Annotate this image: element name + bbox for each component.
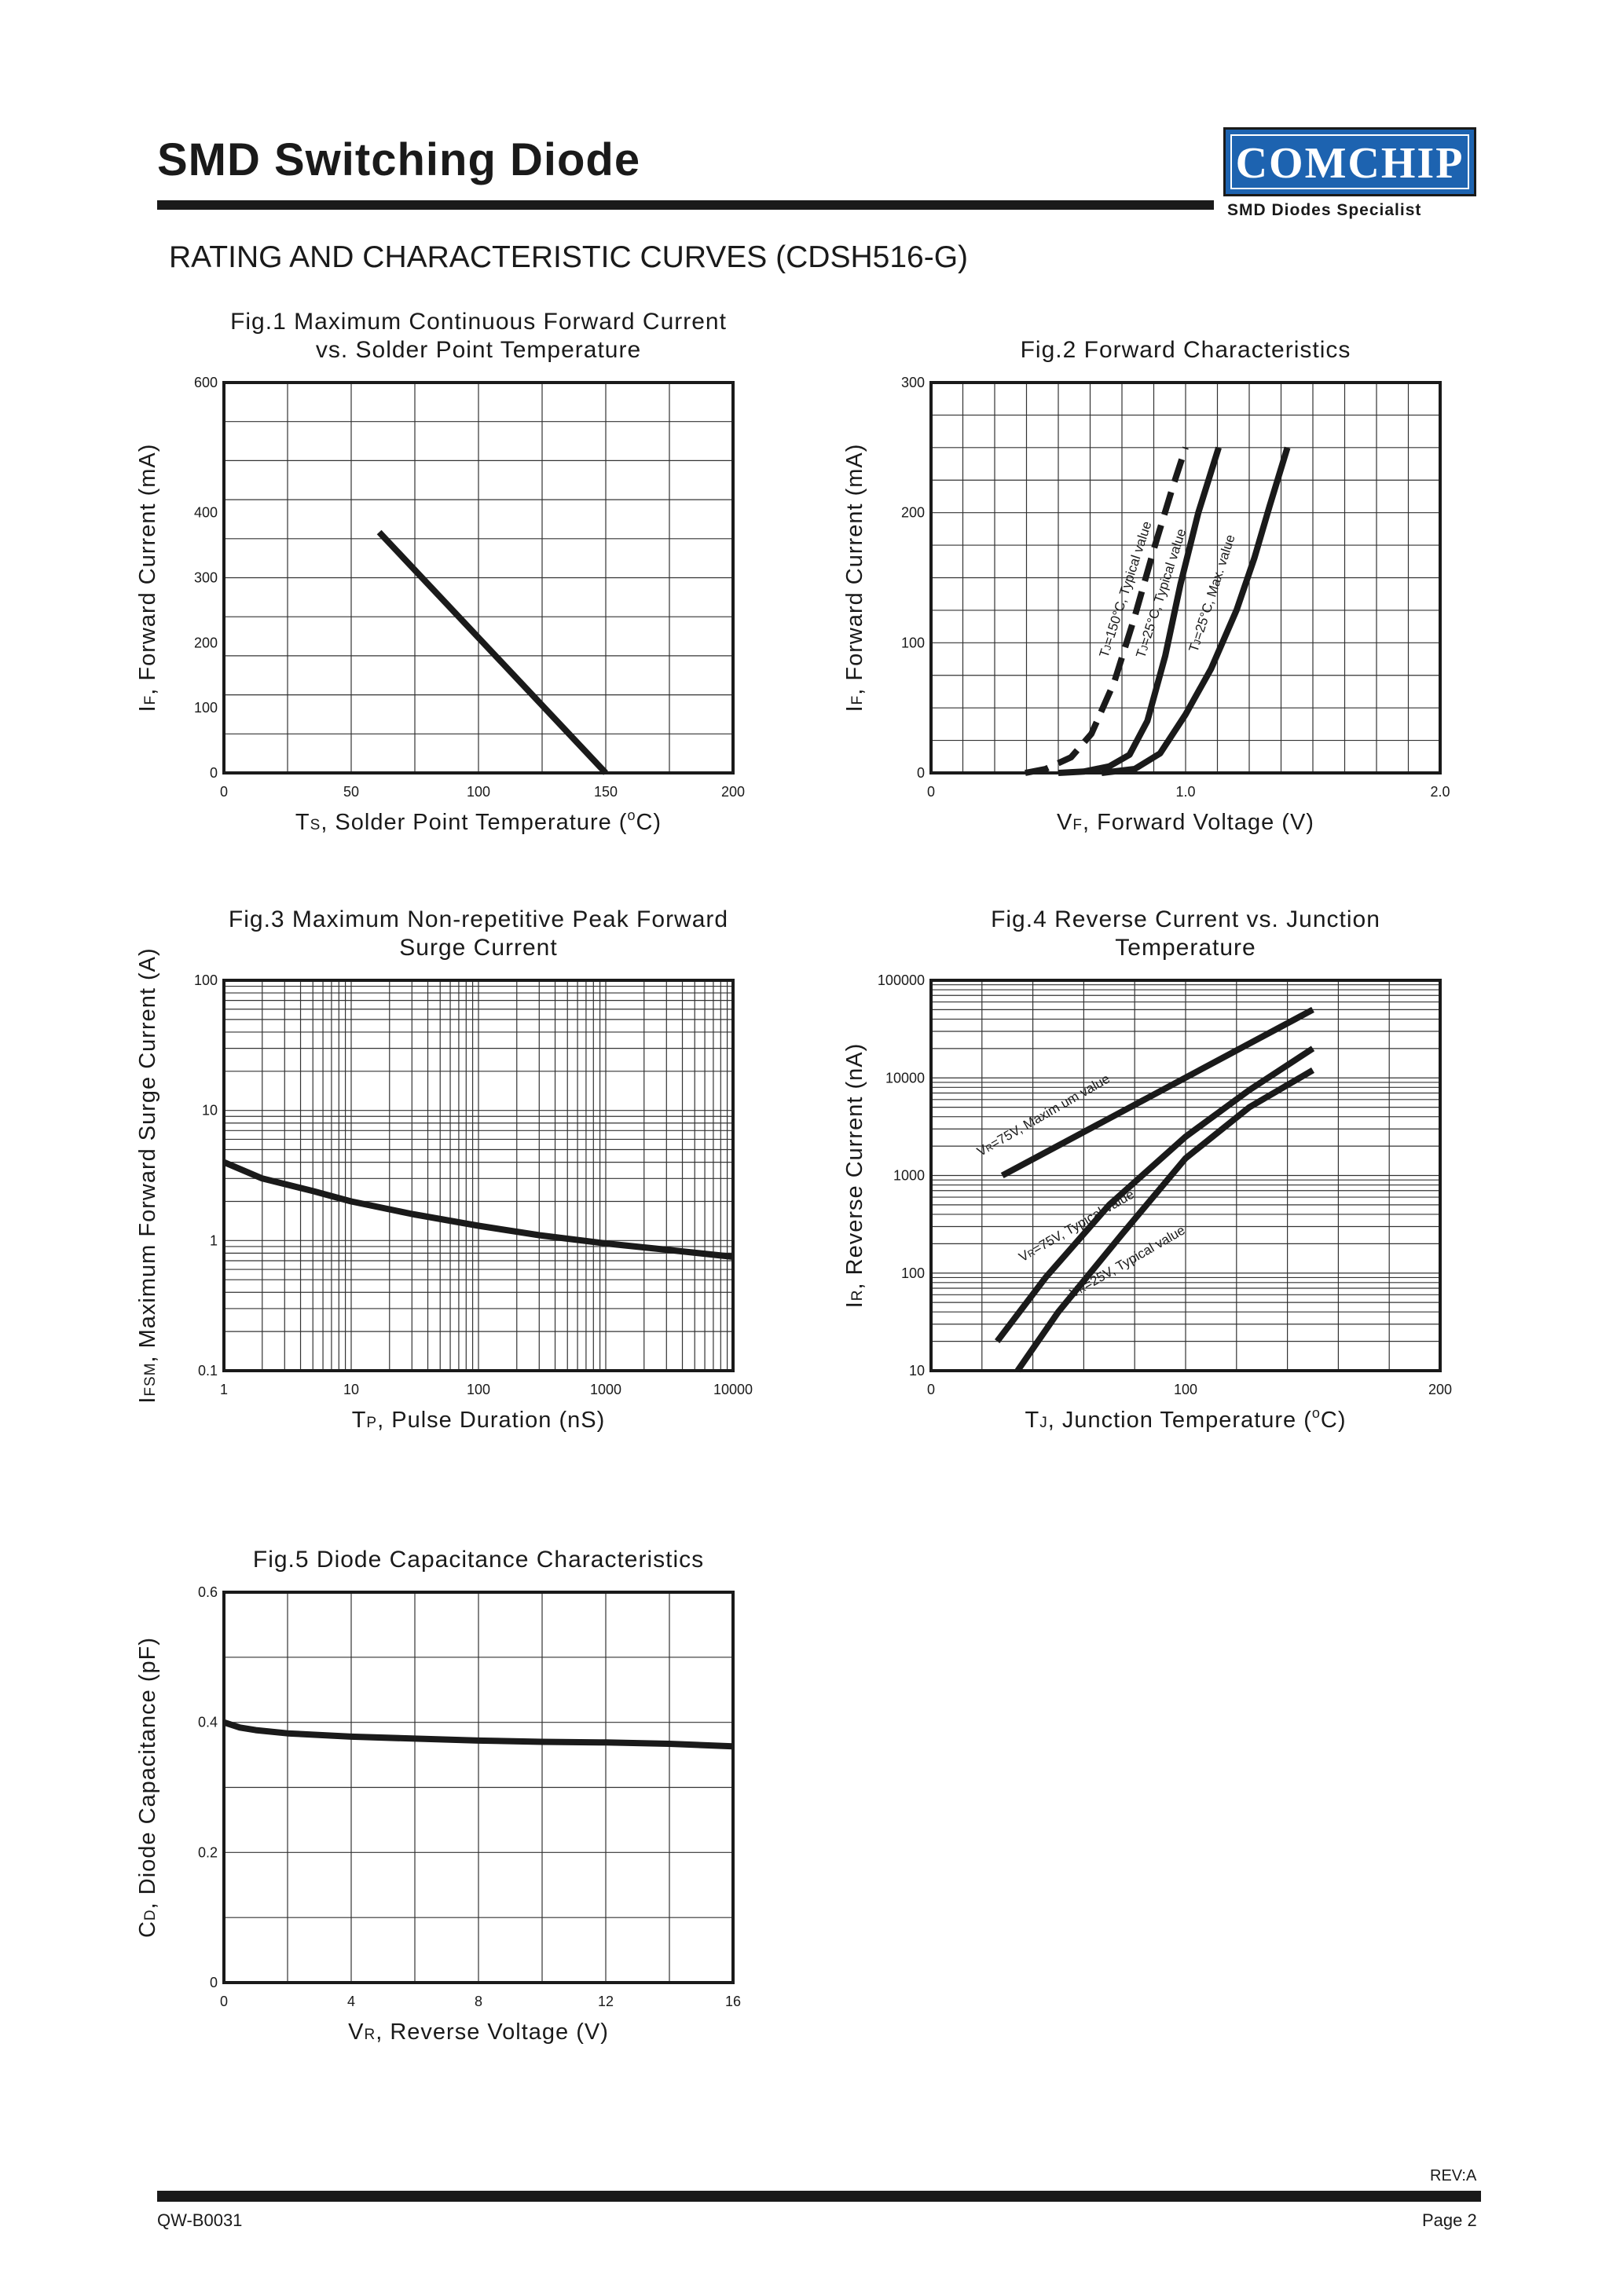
x-tick-label: 0 xyxy=(927,1382,935,1397)
chart-title: Surge Current xyxy=(399,935,557,961)
series-line xyxy=(222,1719,734,1750)
fig2-chart: 0 1.0 2.0 0 100 200 300 Fig.2 Forward Character… xyxy=(842,337,1450,835)
x-tick-label: 2.0 xyxy=(1430,784,1450,800)
y-axis-label: IF, Forward Current (mA) xyxy=(842,444,867,712)
y-tick-label: 100000 xyxy=(878,972,925,988)
x-tick-label: 4 xyxy=(347,1994,355,2009)
series-line xyxy=(376,529,608,775)
document-title: SMD Switching Diode xyxy=(157,134,641,185)
series-line xyxy=(222,1159,734,1260)
x-tick-label: 200 xyxy=(1428,1382,1452,1397)
fig4-chart: 0 100 200 10 100 1000 10000 100000 Fig.4 Reverse… xyxy=(842,906,1452,1433)
x-tick-label: 1.0 xyxy=(1175,784,1195,800)
y-tick-label: 0 xyxy=(210,765,218,781)
series-line xyxy=(1000,1006,1314,1179)
x-tick-label: 1 xyxy=(220,1382,228,1397)
comchip-logo: COMCHIP xyxy=(1223,127,1476,196)
fig3-grid xyxy=(223,980,733,1371)
logo-text: COMCHIP xyxy=(1230,134,1469,189)
x-tick-label: 100 xyxy=(1174,1382,1197,1397)
x-tick-label: 16 xyxy=(725,1994,741,2009)
series-line xyxy=(1025,446,1189,776)
series-label: VR=75V, Typical value xyxy=(1017,1187,1137,1265)
x-tick-label: 10 xyxy=(343,1382,359,1397)
fig4-frame xyxy=(929,979,1442,1372)
y-tick-label: 0.2 xyxy=(198,1844,218,1860)
chart-title: Fig.1 Maximum Continuous Forward Current xyxy=(230,309,727,335)
revision-label: REV:A xyxy=(1430,2167,1477,2184)
x-tick-label: 10000 xyxy=(713,1382,753,1397)
y-tick-label: 100 xyxy=(901,1265,925,1281)
x-tick-label: 100 xyxy=(467,784,490,800)
chart-title: Temperature xyxy=(1115,935,1256,961)
y-tick-label: 1 xyxy=(210,1232,218,1248)
section-heading: RATING AND CHARACTERISTIC CURVES (CDSH51… xyxy=(169,240,969,274)
logo-tagline: SMD Diodes Specialist xyxy=(1227,201,1422,219)
x-axis-label: VR, Reverse Voltage (V) xyxy=(348,2020,609,2045)
document-code: QW-B0031 xyxy=(157,2210,243,2230)
chart-title: Fig.4 Reverse Current vs. Junction xyxy=(991,906,1380,932)
y-tick-label: 0 xyxy=(917,765,925,781)
y-tick-label: 100 xyxy=(194,700,218,716)
y-tick-label: 200 xyxy=(194,635,218,650)
y-tick-label: 200 xyxy=(901,505,925,521)
fig5-frame xyxy=(222,1591,735,1984)
y-tick-label: 100 xyxy=(901,635,925,650)
x-tick-label: 0 xyxy=(220,1994,228,2009)
y-axis-label: IR, Reverse Current (nA) xyxy=(842,1043,867,1309)
x-axis-label: TP, Pulse Duration (nS) xyxy=(352,1408,606,1433)
chart-title: Fig.5 Diode Capacitance Characteristics xyxy=(253,1547,704,1573)
y-axis-label: CD, Diode Capacitance (pF) xyxy=(135,1637,160,1938)
x-tick-label: 0 xyxy=(220,784,228,800)
y-tick-label: 0.1 xyxy=(198,1363,218,1379)
x-tick-label: 0 xyxy=(927,784,935,800)
series-line xyxy=(1058,446,1222,776)
x-tick-label: 100 xyxy=(467,1382,490,1397)
y-tick-label: 100 xyxy=(194,972,218,988)
y-tick-label: 10000 xyxy=(885,1070,925,1086)
fig3-frame xyxy=(222,979,735,1372)
fig5-chart: 0 4 8 12 16 0 0.2 0.4 0.6 Fig.5 Diode Capacitance… xyxy=(135,1547,741,2045)
x-axis-label: VF, Forward Voltage (V) xyxy=(1057,810,1314,835)
x-axis-label: TS, Solder Point Temperature (oC) xyxy=(295,807,662,835)
x-tick-label: 12 xyxy=(598,1994,614,2009)
fig2-grid xyxy=(930,382,1441,774)
y-tick-label: 400 xyxy=(194,505,218,521)
y-tick-label: 0 xyxy=(210,1975,218,1990)
y-axis-label: IF, Forward Current (mA) xyxy=(135,444,160,712)
chart-title: vs. Solder Point Temperature xyxy=(316,337,641,363)
fig1-grid xyxy=(223,382,734,774)
y-tick-label: 0.4 xyxy=(198,1715,218,1730)
footer-rule xyxy=(157,2191,1481,2202)
x-tick-label: 150 xyxy=(594,784,618,800)
fig1-chart: 0 50 100 150 200 0 100 200 300 400 600 Fig.1 Maximu… xyxy=(135,309,745,835)
x-axis-label: TJ, Junction Temperature (oC) xyxy=(1025,1405,1346,1433)
fig2-frame xyxy=(929,381,1442,774)
fig1-frame xyxy=(222,381,735,774)
series-line xyxy=(1101,446,1291,776)
y-axis-label: IFSM, Maximum Forward Surge Current (A) xyxy=(135,947,160,1403)
title-rule xyxy=(157,200,1214,210)
chart-title: Fig.2 Forward Characteristics xyxy=(1021,337,1351,363)
page-number: Page 2 xyxy=(1422,2210,1477,2230)
series-label: TJ=25°C, Max. value xyxy=(1186,533,1238,654)
y-tick-label: 300 xyxy=(194,570,218,586)
x-tick-label: 1000 xyxy=(590,1382,621,1397)
fig5-grid xyxy=(223,1591,734,1983)
y-tick-label: 10 xyxy=(909,1363,925,1379)
y-tick-label: 1000 xyxy=(893,1168,925,1184)
x-tick-label: 8 xyxy=(475,1994,482,2009)
series-line xyxy=(1014,1067,1315,1373)
y-tick-label: 0.6 xyxy=(198,1584,218,1600)
series-line xyxy=(995,1045,1315,1344)
y-tick-label: 300 xyxy=(901,375,925,390)
x-tick-label: 200 xyxy=(721,784,745,800)
y-tick-label: 10 xyxy=(202,1103,218,1119)
y-tick-label: 600 xyxy=(194,375,218,390)
x-tick-label: 50 xyxy=(343,784,359,800)
chart-title: Fig.3 Maximum Non-repetitive Peak Forwar… xyxy=(229,906,728,932)
